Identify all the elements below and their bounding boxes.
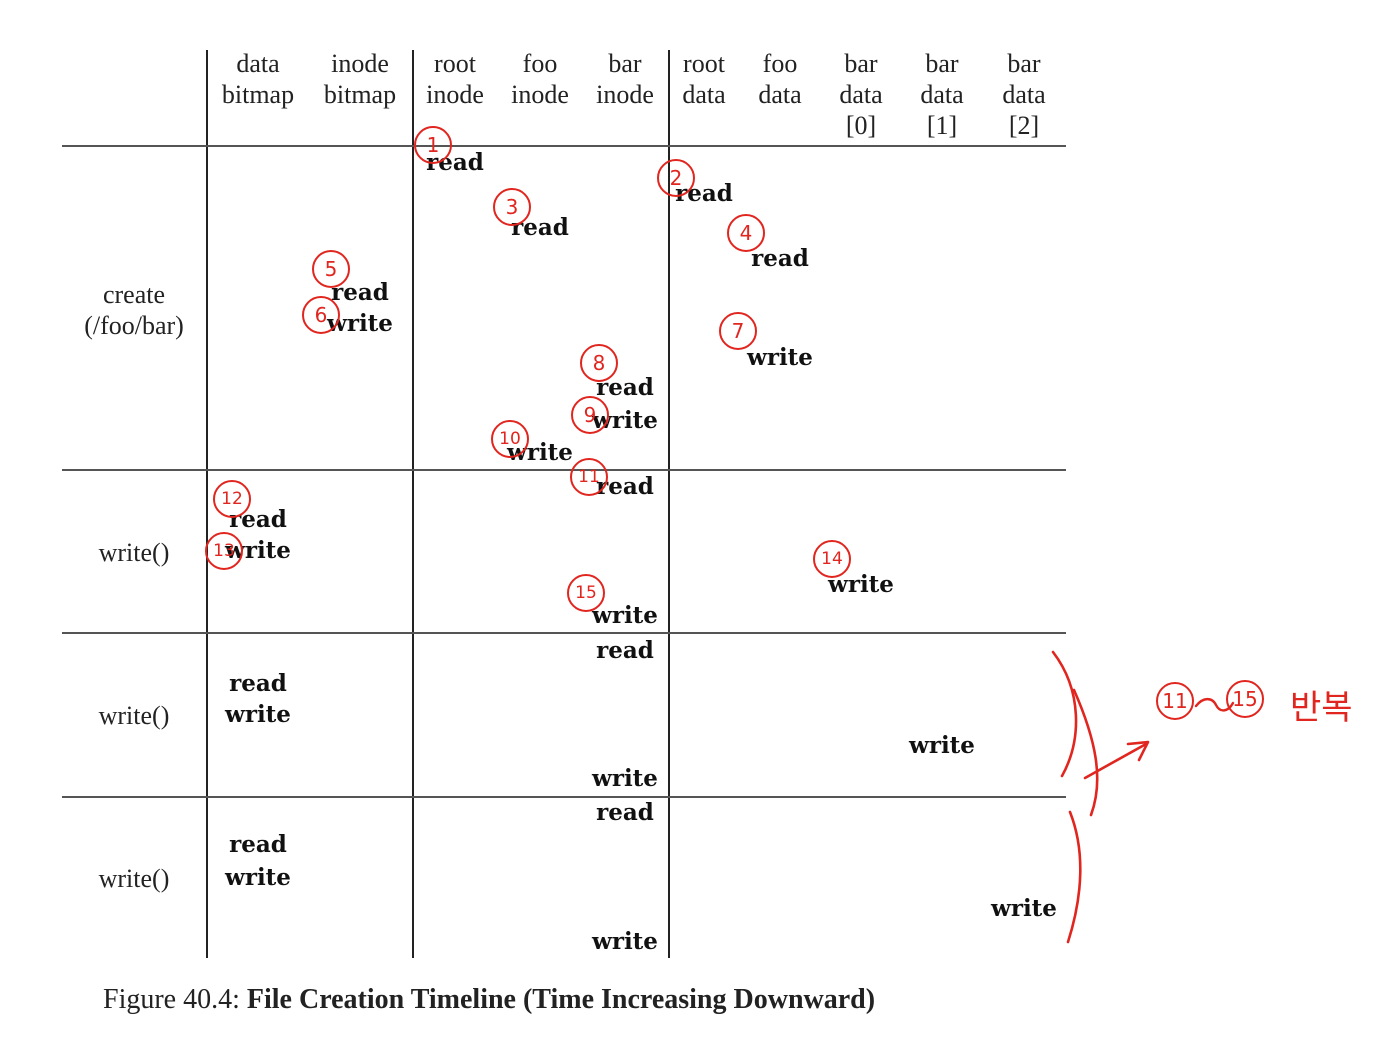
column-header-line1: foo	[762, 49, 798, 78]
column-header-line1: bar	[844, 49, 878, 78]
row-label-create: create (/foo/bar)	[84, 280, 184, 340]
step-number-circle: 11	[570, 458, 608, 496]
operation-write: write	[592, 602, 658, 629]
operation-write: write	[225, 864, 291, 891]
figure-caption: Figure 40.4: File Creation Timeline (Tim…	[103, 984, 875, 1016]
step-number-circle: 12	[213, 480, 251, 518]
column-header-line2: data	[1002, 80, 1046, 109]
column-header: foo inode	[490, 48, 590, 141]
step-number-circle: 13	[205, 532, 243, 570]
operation-write: write	[592, 928, 658, 955]
step-number-circle: 8	[580, 344, 618, 382]
operation-write: write	[991, 895, 1057, 922]
column-header-line3: [2]	[1008, 111, 1040, 140]
step-number-circle: 3	[493, 188, 531, 226]
column-header-line1: bar	[1007, 49, 1041, 78]
caption-prefix: Figure 40.4:	[103, 984, 240, 1015]
row-label-write-1: write()	[98, 538, 170, 567]
column-header-line3	[310, 110, 410, 141]
row-separator-1	[62, 469, 1066, 471]
column-header-line1: foo	[522, 49, 558, 78]
row-separator-3	[62, 796, 1066, 798]
row-label-write-2: write()	[98, 701, 170, 730]
operation-read: read	[229, 831, 287, 858]
column-header-line2: bitmap	[323, 80, 397, 109]
divider-label-column	[206, 50, 208, 958]
column-header: bar data [0]	[811, 48, 911, 141]
column-header: inode bitmap	[310, 48, 410, 141]
bracket-upper	[1051, 650, 1078, 778]
step-number-circle: 1	[414, 126, 452, 164]
bracket-middle	[1072, 688, 1099, 817]
column-header-line2: inode	[596, 80, 654, 109]
bracket-lower	[1066, 810, 1082, 944]
operation-write: write	[909, 732, 975, 759]
column-header: foo data	[730, 48, 830, 141]
column-header-line2: bitmap	[221, 80, 295, 109]
column-header-line1: bar	[608, 49, 642, 78]
operation-read: read	[596, 637, 654, 664]
column-header-line1: root	[434, 49, 476, 78]
column-header-line2: inode	[426, 80, 484, 109]
column-header-line1: bar	[925, 49, 959, 78]
repeat-to-number: 15	[1226, 680, 1264, 718]
column-header-line2: data	[682, 80, 726, 109]
column-header-line2: data	[839, 80, 883, 109]
step-number-circle: 10	[491, 420, 529, 458]
operation-read: read	[596, 799, 654, 826]
row-separator-2	[62, 632, 1066, 634]
column-header-line3: [1]	[926, 111, 958, 140]
operation-write: write	[747, 344, 813, 371]
column-header: bar inode	[575, 48, 675, 141]
arrow-line	[1083, 742, 1148, 780]
column-header-line1: data	[236, 49, 280, 78]
repeat-from-number: 11	[1156, 682, 1194, 720]
step-number-circle: 9	[571, 396, 609, 434]
column-header-line2: inode	[511, 80, 569, 109]
repeat-note-text: 반복	[1290, 688, 1353, 728]
caption-title: File Creation Timeline (Time Increasing …	[246, 984, 876, 1015]
column-header-line2: data	[758, 80, 802, 109]
step-number-circle: 5	[312, 250, 350, 288]
operation-write: write	[225, 701, 291, 728]
column-header: bar data [1]	[892, 48, 992, 141]
column-header: data bitmap	[208, 48, 308, 141]
step-number-circle: 15	[567, 574, 605, 612]
arrow-head	[1126, 740, 1150, 762]
step-number-circle: 4	[727, 214, 765, 252]
column-header-line1: inode	[331, 49, 389, 78]
operation-read: read	[229, 670, 287, 697]
column-header: root data	[654, 48, 754, 141]
column-header: root inode	[405, 48, 505, 141]
header-rule	[62, 145, 1066, 147]
column-header-line3: [0]	[845, 111, 877, 140]
step-number-circle: 7	[719, 312, 757, 350]
step-number-circle: 6	[302, 296, 340, 334]
divider-inodes	[668, 50, 670, 958]
column-header-line2: data	[920, 80, 964, 109]
operation-write: write	[592, 765, 658, 792]
divider-bitmaps	[412, 50, 414, 958]
row-label-write-3: write()	[98, 864, 170, 893]
column-header-line1: root	[683, 49, 725, 78]
step-number-circle: 14	[813, 540, 851, 578]
step-number-circle: 2	[657, 159, 695, 197]
column-header: bar data [2]	[974, 48, 1074, 141]
operation-read: read	[751, 245, 809, 272]
column-header-line3	[208, 110, 308, 141]
